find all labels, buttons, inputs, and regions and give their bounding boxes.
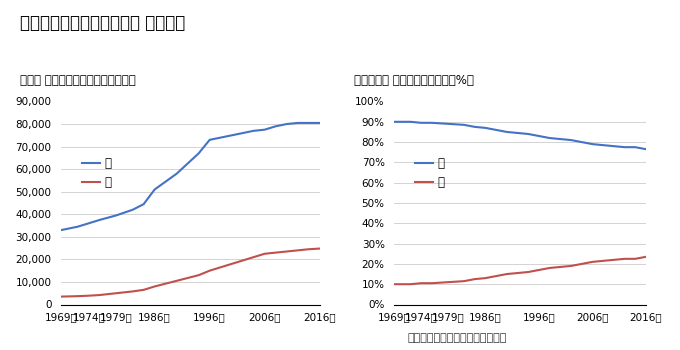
男 — [407, 120, 415, 124]
女 — [305, 247, 313, 251]
男 — [96, 218, 104, 222]
男 — [444, 122, 452, 126]
女 — [535, 268, 543, 272]
男 — [481, 126, 490, 130]
女 — [545, 266, 554, 270]
男 — [57, 228, 65, 232]
男 — [621, 145, 629, 149]
男 — [524, 132, 532, 136]
女 — [228, 262, 236, 266]
男 — [642, 147, 650, 151]
女 — [282, 250, 290, 254]
男 — [305, 121, 313, 125]
女 — [194, 273, 203, 277]
女 — [216, 265, 224, 270]
Text: 医師・歯科医師・薬剤師調査より: 医師・歯科医師・薬剤師調査より — [408, 333, 507, 343]
男 — [545, 136, 554, 140]
女 — [407, 282, 415, 286]
男 — [503, 130, 511, 134]
女 — [524, 270, 532, 274]
女 — [503, 272, 511, 276]
男 — [139, 202, 148, 206]
女 — [417, 281, 425, 285]
男 — [316, 121, 324, 125]
男 — [73, 225, 82, 229]
男 — [194, 151, 203, 155]
男 — [228, 133, 236, 138]
女 — [578, 262, 586, 266]
女 — [129, 289, 137, 294]
女 — [481, 276, 490, 280]
Text: 男女別 歯科医師数推移（単位：人）: 男女別 歯科医師数推移（単位：人） — [20, 75, 136, 88]
女 — [271, 251, 279, 255]
男 — [471, 125, 479, 129]
女 — [588, 260, 596, 264]
男 — [84, 221, 92, 225]
男 — [460, 123, 468, 127]
女 — [556, 265, 564, 269]
Legend: 男, 女: 男, 女 — [78, 152, 116, 194]
Line: 男: 男 — [61, 123, 320, 230]
男 — [599, 143, 607, 147]
男 — [417, 121, 425, 125]
Text: 歯科医師の男女数・男女比 年次推移: 歯科医師の男女数・男女比 年次推移 — [20, 14, 186, 32]
男 — [556, 137, 564, 141]
男 — [129, 208, 137, 212]
女 — [567, 264, 575, 268]
女 — [205, 268, 214, 273]
女 — [390, 282, 398, 286]
女 — [642, 255, 650, 259]
男 — [173, 172, 181, 176]
男 — [260, 128, 269, 132]
女 — [260, 252, 269, 256]
男 — [271, 124, 279, 128]
女 — [96, 293, 104, 297]
男 — [567, 138, 575, 142]
男 — [390, 120, 398, 124]
男 — [578, 140, 586, 144]
女 — [471, 277, 479, 281]
女 — [139, 288, 148, 292]
女 — [428, 281, 436, 285]
女 — [610, 258, 618, 262]
Legend: 男, 女: 男, 女 — [410, 152, 449, 194]
男 — [588, 142, 596, 146]
男 — [428, 121, 436, 125]
Text: 歯科医師数 男女比推移（単位：%）: 歯科医師数 男女比推移（単位：%） — [354, 75, 473, 88]
女 — [112, 291, 120, 295]
男 — [239, 131, 247, 135]
男 — [294, 121, 302, 125]
男 — [112, 213, 120, 217]
女 — [444, 280, 452, 284]
男 — [205, 138, 214, 142]
女 — [460, 279, 468, 283]
男 — [216, 135, 224, 140]
女 — [294, 248, 302, 252]
Line: 女: 女 — [61, 248, 320, 296]
女 — [239, 258, 247, 262]
女 — [631, 257, 639, 261]
女 — [599, 259, 607, 263]
男 — [150, 187, 158, 191]
男 — [610, 144, 618, 148]
男 — [535, 134, 543, 138]
男 — [282, 122, 290, 126]
女 — [173, 279, 181, 283]
女 — [621, 257, 629, 261]
女 — [84, 294, 92, 298]
女 — [316, 246, 324, 251]
女 — [57, 294, 65, 299]
男 — [250, 129, 258, 133]
女 — [250, 255, 258, 259]
Line: 女: 女 — [394, 257, 646, 284]
女 — [150, 284, 158, 288]
男 — [631, 145, 639, 149]
女 — [73, 294, 82, 298]
Line: 男: 男 — [394, 122, 646, 149]
